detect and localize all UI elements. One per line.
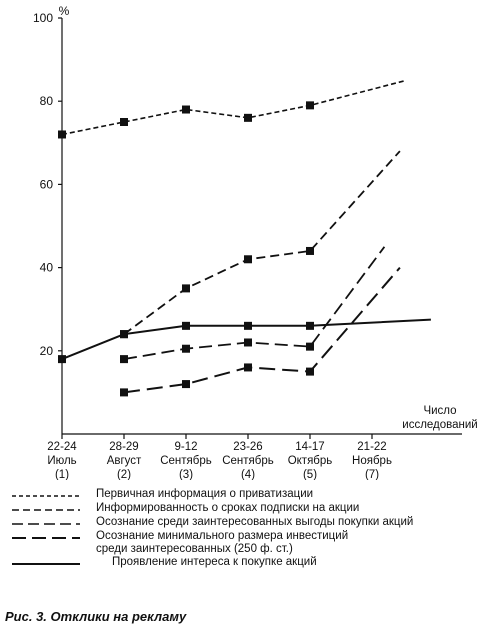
y-tick-label: 40 xyxy=(40,261,54,275)
legend: Первичная информация о приватизации Инфо… xyxy=(12,488,492,570)
legend-item-benefit-awareness: Осознание среди заинтересованных выгоды … xyxy=(12,516,492,530)
legend-item-purchase-interest: Проявление интереса к покупке акций xyxy=(12,556,492,570)
data-point-marker xyxy=(306,246,314,255)
data-point-marker xyxy=(244,363,252,372)
legend-label: Информированность о сроках подписки на а… xyxy=(96,502,360,514)
y-tick-label: 20 xyxy=(40,344,54,358)
data-point-marker xyxy=(244,321,252,330)
x-tick-label: 21-22 xyxy=(357,441,386,453)
data-point-marker xyxy=(120,118,128,126)
y-tick-label: 80 xyxy=(40,94,54,108)
series-line-1 xyxy=(61,79,407,136)
axis-labels: 20 40 60 80 100 % 22-24 Июль (1) 28-29 Август (2) 9-… xyxy=(33,4,478,480)
data-markers xyxy=(58,101,314,397)
x-tick-label: 14-17 xyxy=(295,441,324,453)
data-point-marker xyxy=(120,388,128,397)
x-tick-label: (5) xyxy=(303,469,317,480)
x-tick-label: 9-12 xyxy=(174,441,197,453)
x-tick-label: 23-26 xyxy=(233,441,262,453)
x-tick-label: (2) xyxy=(117,469,131,480)
series-line-5 xyxy=(61,318,431,361)
data-point-marker xyxy=(306,342,314,351)
data-point-marker xyxy=(120,355,128,364)
legend-label: Осознание среди заинтересованных выгоды … xyxy=(96,516,414,528)
chart-axes xyxy=(58,17,462,439)
data-point-marker xyxy=(58,355,66,364)
legend-label: Первичная информация о приватизации xyxy=(96,488,314,500)
x-tick-label: Сентябрь xyxy=(222,455,274,467)
series-line-3 xyxy=(123,246,386,360)
x-tick-label: (7) xyxy=(365,469,379,480)
legend-item-primary-info: Первичная информация о приватизации xyxy=(12,488,492,502)
x-tick-label: (1) xyxy=(55,469,69,480)
legend-item-subscription-awareness: Информированность о сроках подписки на а… xyxy=(12,502,492,516)
x-tick-label: Июль xyxy=(47,455,76,467)
data-point-marker xyxy=(306,101,314,110)
series-line-4 xyxy=(123,266,401,394)
x-axis-label: исследований xyxy=(402,419,477,431)
data-point-marker xyxy=(306,321,314,330)
data-point-marker xyxy=(244,113,252,122)
data-point-marker xyxy=(120,330,128,339)
data-point-marker xyxy=(182,284,190,293)
x-tick-label: (3) xyxy=(179,469,193,480)
x-tick-label: 22-24 xyxy=(47,441,77,453)
figure-caption: Рис. 3. Отклики на рекламу xyxy=(5,609,187,624)
data-point-marker xyxy=(182,321,190,330)
x-tick-label: Октябрь xyxy=(288,455,333,467)
data-point-marker xyxy=(58,130,66,139)
y-tick-label: 100 xyxy=(33,11,53,25)
data-point-marker xyxy=(306,367,314,376)
data-point-marker xyxy=(244,255,252,264)
x-tick-label: Сентябрь xyxy=(160,455,212,467)
y-tick-label: 60 xyxy=(40,177,54,191)
x-tick-label: Август xyxy=(107,455,142,467)
x-tick-label: 28-29 xyxy=(109,441,138,453)
data-point-marker xyxy=(182,105,190,114)
y-axis-unit: % xyxy=(59,4,70,18)
data-point-marker xyxy=(182,380,190,389)
x-tick-label: (4) xyxy=(241,469,255,480)
data-point-marker xyxy=(244,338,252,347)
data-point-marker xyxy=(182,344,190,353)
x-axis-label: Число xyxy=(423,405,456,417)
line-chart: 20 40 60 80 100 % 22-24 Июль (1) 28-29 Август (2) 9-… xyxy=(33,4,478,480)
series-line-2 xyxy=(123,150,401,335)
x-tick-label: Ноябрь xyxy=(352,455,392,467)
legend-label: Осознание минимального размера инвестици… xyxy=(96,530,349,555)
legend-label: Проявление интереса к покупке акций xyxy=(112,556,317,568)
legend-item-min-investment: Осознание минимального размера инвестици… xyxy=(12,530,492,556)
